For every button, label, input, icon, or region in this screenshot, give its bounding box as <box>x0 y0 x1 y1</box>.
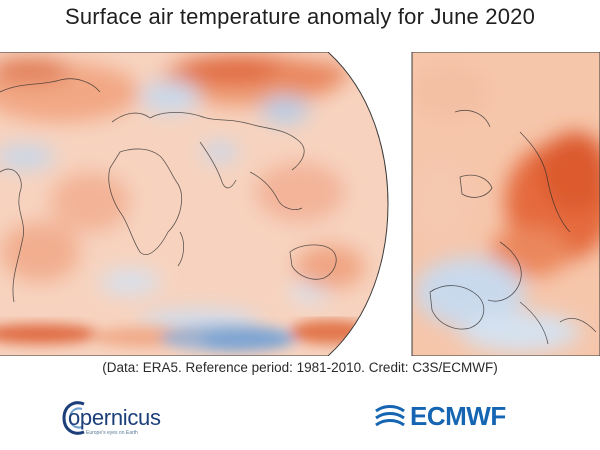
ecmwf-wordmark: ECMWF <box>410 401 506 431</box>
europe-anomaly-map <box>412 52 600 356</box>
copernicus-logo: opernicus Europe's eyes on Earth <box>60 392 190 442</box>
copernicus-tagline: Europe's eyes on Earth <box>86 430 138 436</box>
copernicus-wordmark: opernicus <box>68 405 161 430</box>
globe-outline <box>0 52 389 356</box>
copernicus-c-icon <box>62 401 85 435</box>
page-title: Surface air temperature anomaly for June… <box>64 4 536 29</box>
data-credit-caption: (Data: ERA5. Reference period: 1981-2010… <box>102 360 498 375</box>
ecmwf-logo: ECMWF <box>372 393 532 438</box>
ecmwf-swirl-icon <box>375 405 405 427</box>
anomaly-maps <box>0 52 600 356</box>
europe-map-frame <box>411 52 600 356</box>
global-anomaly-map <box>0 52 388 356</box>
